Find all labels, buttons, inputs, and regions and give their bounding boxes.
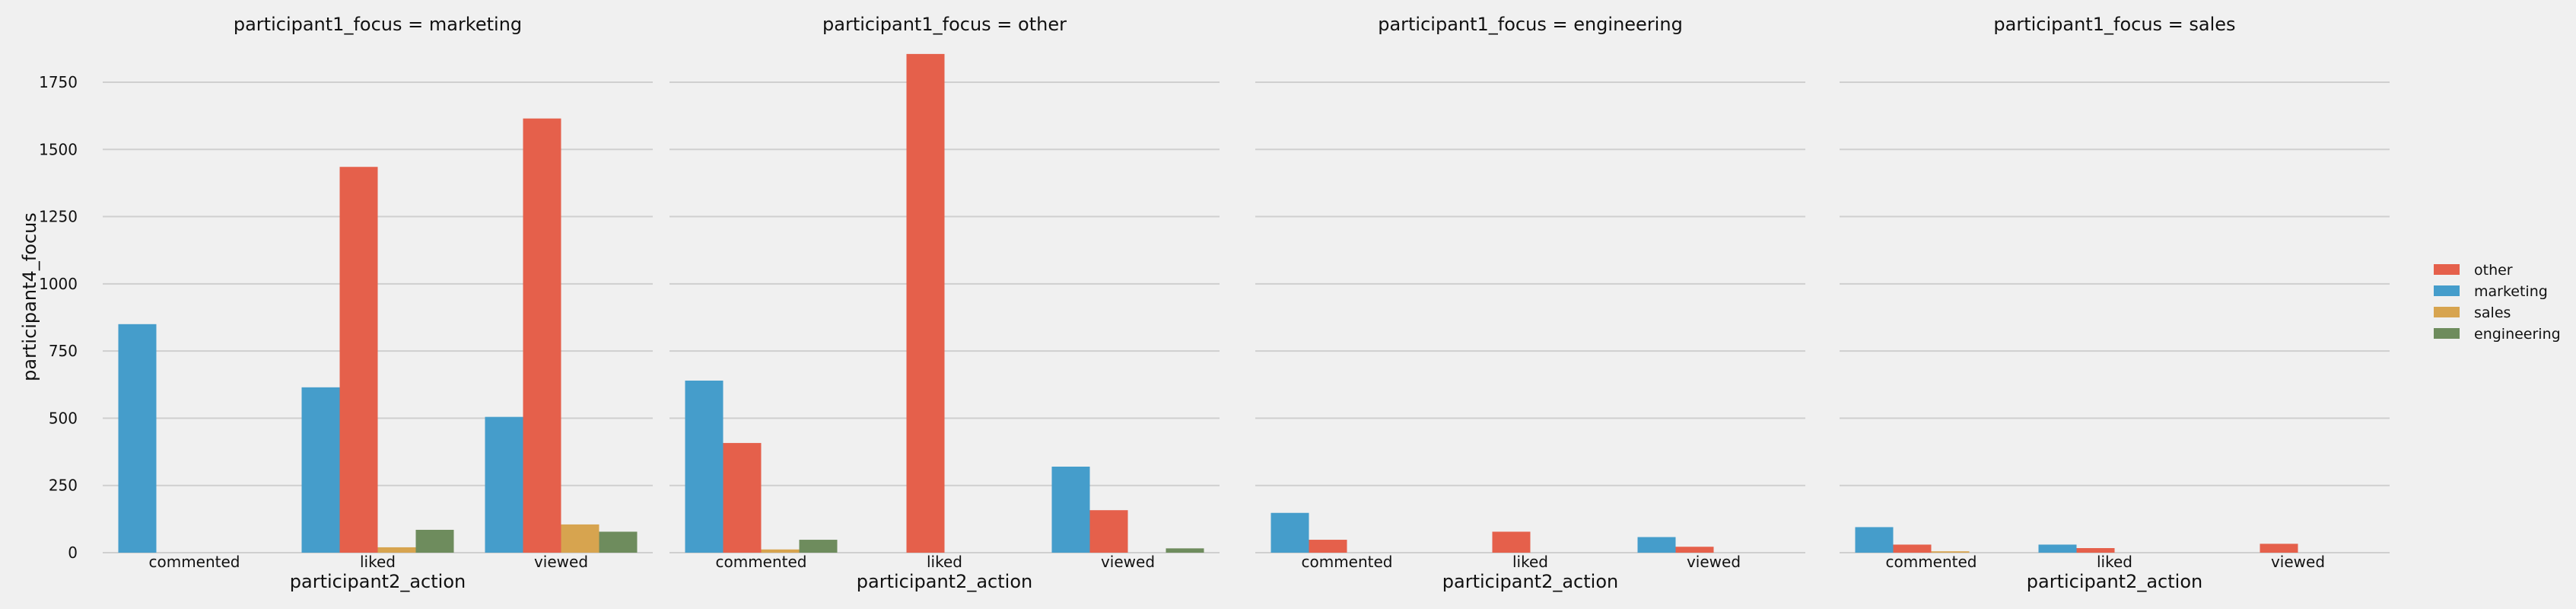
legend-label: sales (2474, 304, 2511, 321)
facet-panel: participant1_focus = marketing commented l… (103, 14, 653, 592)
y-tick-label: 0 (68, 544, 78, 562)
legend-item: marketing (2434, 283, 2548, 300)
bar-marketing (1855, 527, 1894, 553)
bar-other (1089, 510, 1128, 553)
bar-marketing (301, 387, 340, 553)
facet-title: participant1_focus = marketing (234, 14, 522, 35)
bar-other (723, 442, 762, 553)
y-tick-label: 1500 (39, 140, 78, 158)
bar-engineering (415, 529, 454, 553)
x-tick-label: viewed (1101, 553, 1155, 571)
x-axis-label: participant2_action (290, 571, 466, 592)
facet-panel: participant1_focus = other commented liked… (669, 14, 1220, 592)
legend-swatch (2434, 285, 2460, 296)
x-tick-label: viewed (534, 553, 588, 571)
bar-marketing (1637, 537, 1676, 553)
bar-marketing (2038, 544, 2077, 553)
bar-engineering (799, 540, 838, 553)
y-tick-label: 750 (49, 342, 78, 360)
x-tick-label: commented (148, 553, 240, 571)
y-tick-label: 1250 (39, 208, 78, 226)
x-axis-label: participant2_action (857, 571, 1032, 592)
x-tick-label: liked (1512, 553, 1548, 571)
legend-swatch (2434, 328, 2460, 339)
y-tick-label: 1750 (39, 73, 78, 91)
facet-title: participant1_focus = other (822, 14, 1067, 35)
x-tick-label: commented (715, 553, 806, 571)
x-tick-label: viewed (2271, 553, 2325, 571)
bar-other (523, 118, 561, 553)
bar-marketing (485, 416, 523, 553)
bar-sales (761, 549, 800, 553)
x-tick-label: liked (2097, 553, 2132, 571)
facet-title: participant1_focus = sales (1993, 14, 2235, 35)
facet-panel: participant1_focus = sales commented liked… (1840, 14, 2390, 592)
x-axis-label: participant2_action (2027, 571, 2202, 592)
bar-marketing (118, 324, 157, 553)
bar-other (1309, 540, 1347, 553)
facet-panel: participant1_focus = engineering commente… (1255, 14, 1805, 592)
y-tick-label: 250 (49, 477, 78, 495)
bar-sales (1931, 551, 1970, 553)
bar-other (2076, 547, 2115, 553)
x-tick-label: commented (1885, 553, 1977, 571)
legend-item: sales (2434, 304, 2511, 321)
bar-other (906, 53, 945, 553)
bar-marketing (1051, 466, 1090, 553)
x-tick-label: commented (1301, 553, 1392, 571)
bar-engineering (1166, 548, 1204, 553)
legend-swatch (2434, 264, 2460, 275)
legend-label: engineering (2474, 326, 2561, 343)
bar-other (1893, 544, 1932, 553)
x-tick-label: liked (927, 553, 962, 571)
x-axis-label: participant2_action (1442, 571, 1618, 592)
bar-engineering (599, 531, 638, 553)
facet-title: participant1_focus = engineering (1378, 14, 1683, 35)
bar-marketing (685, 380, 724, 553)
bar-sales (377, 547, 416, 553)
bar-other (2260, 544, 2298, 553)
bar-marketing (1271, 512, 1309, 553)
legend-swatch (2434, 307, 2460, 317)
y-tick-label: 500 (49, 409, 78, 427)
bar-other (1675, 547, 1714, 553)
legend-label: marketing (2474, 283, 2548, 300)
legend-item: other (2434, 262, 2513, 279)
legend-label: other (2474, 262, 2513, 279)
bar-sales (561, 524, 599, 553)
x-tick-label: liked (360, 553, 396, 571)
legend: other marketing sales engineering (2434, 262, 2561, 343)
x-tick-label: viewed (1687, 553, 1741, 571)
legend-item: engineering (2434, 326, 2561, 343)
bar-other (339, 167, 378, 553)
bar-other (1492, 531, 1531, 553)
y-axis-label: participant4_focus (19, 212, 40, 381)
y-tick-label: 1000 (39, 275, 78, 293)
